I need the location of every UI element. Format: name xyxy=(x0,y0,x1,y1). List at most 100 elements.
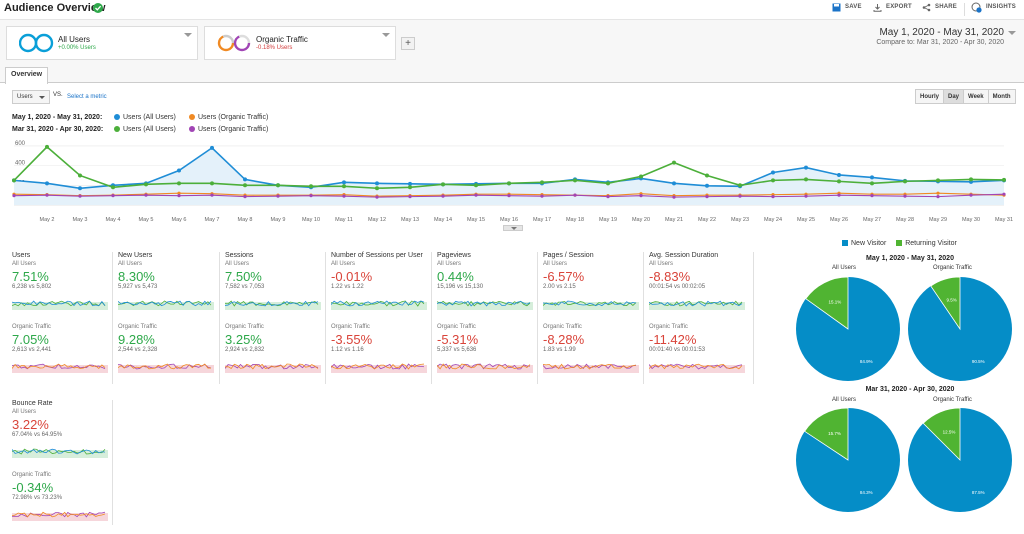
data-point[interactable] xyxy=(507,194,511,198)
data-point[interactable] xyxy=(177,168,181,173)
data-point[interactable] xyxy=(408,181,412,186)
data-point[interactable] xyxy=(441,182,445,187)
data-point[interactable] xyxy=(771,195,775,199)
data-point[interactable] xyxy=(210,181,214,186)
data-point[interactable] xyxy=(375,181,379,186)
data-point[interactable] xyxy=(672,195,676,199)
data-point[interactable] xyxy=(276,183,280,188)
data-point[interactable] xyxy=(12,194,16,198)
tab-overview[interactable]: Overview xyxy=(5,67,49,84)
add-segment-button[interactable]: + xyxy=(401,37,415,50)
data-point[interactable] xyxy=(705,195,709,199)
save-button[interactable]: SAVE xyxy=(832,3,862,12)
data-point[interactable] xyxy=(177,181,181,186)
chevron-down-icon[interactable] xyxy=(382,33,390,37)
data-point[interactable] xyxy=(111,194,115,198)
data-point[interactable] xyxy=(45,193,49,197)
select-metric-link[interactable]: Select a metric xyxy=(67,94,107,100)
data-point[interactable] xyxy=(243,195,247,199)
data-point[interactable] xyxy=(78,186,82,191)
data-point[interactable] xyxy=(243,177,247,182)
data-point[interactable] xyxy=(342,184,346,189)
insights-button[interactable]: INSIGHTS xyxy=(971,2,1016,13)
share-button[interactable]: SHARE xyxy=(922,3,957,12)
data-point[interactable] xyxy=(705,183,709,188)
data-point[interactable] xyxy=(474,193,478,197)
data-point[interactable] xyxy=(1002,177,1006,182)
data-point[interactable] xyxy=(705,173,709,178)
data-point[interactable] xyxy=(540,194,544,198)
data-point[interactable] xyxy=(177,191,181,195)
chevron-down-icon[interactable] xyxy=(1008,31,1016,35)
legend-returning-visitor[interactable]: Returning Visitor xyxy=(896,240,957,247)
granularity-day[interactable]: Day xyxy=(944,90,965,103)
data-point[interactable] xyxy=(12,178,16,183)
data-point[interactable] xyxy=(870,175,874,180)
legend-mar-organic[interactable]: Users (Organic Traffic) xyxy=(189,126,268,133)
chevron-down-icon[interactable] xyxy=(184,33,192,37)
data-point[interactable] xyxy=(441,194,445,198)
data-point[interactable] xyxy=(1002,192,1006,196)
data-point[interactable] xyxy=(144,182,148,187)
data-point[interactable] xyxy=(309,194,313,198)
data-point[interactable] xyxy=(375,195,379,199)
metric-select[interactable]: Users xyxy=(12,90,50,104)
metric-card-users[interactable]: Users All Users 7.51% 6,238 vs 5,802 Organic… xyxy=(12,252,118,384)
data-point[interactable] xyxy=(804,177,808,182)
data-point[interactable] xyxy=(309,184,313,189)
data-point[interactable] xyxy=(738,183,742,188)
granularity-hourly[interactable]: Hourly xyxy=(916,90,945,103)
legend-mar-all-users[interactable]: Users (All Users) xyxy=(114,126,176,133)
data-point[interactable] xyxy=(870,181,874,186)
chart-resize-handle[interactable] xyxy=(503,225,523,231)
legend-new-visitor[interactable]: New Visitor xyxy=(842,240,886,247)
date-range-picker[interactable]: May 1, 2020 - May 31, 2020 Compare to: M… xyxy=(876,27,1004,46)
granularity-week[interactable]: Week xyxy=(964,90,989,103)
granularity-month[interactable]: Month xyxy=(988,90,1015,103)
data-point[interactable] xyxy=(606,181,610,186)
metric-card-pages-session[interactable]: Pages / Session All Users -6.57% 2.00 vs 2.… xyxy=(543,252,649,384)
data-point[interactable] xyxy=(540,180,544,185)
data-point[interactable] xyxy=(870,194,874,198)
data-point[interactable] xyxy=(507,181,511,186)
data-point[interactable] xyxy=(804,165,808,170)
data-point[interactable] xyxy=(408,195,412,199)
data-point[interactable] xyxy=(342,180,346,185)
data-point[interactable] xyxy=(936,191,940,195)
data-point[interactable] xyxy=(969,193,973,197)
data-point[interactable] xyxy=(606,195,610,199)
data-point[interactable] xyxy=(903,179,907,184)
data-point[interactable] xyxy=(804,194,808,198)
data-point[interactable] xyxy=(342,194,346,198)
metric-card-number-of-sessions-per-user[interactable]: Number of Sessions per User All Users -0.0… xyxy=(331,252,437,384)
data-point[interactable] xyxy=(177,194,181,198)
segment-organic-traffic[interactable]: Organic Traffic -0.18% Users xyxy=(204,26,396,60)
data-point[interactable] xyxy=(837,172,841,177)
data-point[interactable] xyxy=(936,195,940,199)
data-point[interactable] xyxy=(210,145,214,150)
data-point[interactable] xyxy=(111,185,115,190)
data-point[interactable] xyxy=(837,179,841,184)
data-point[interactable] xyxy=(672,181,676,186)
legend-may-all-users[interactable]: Users (All Users) xyxy=(114,114,176,121)
data-point[interactable] xyxy=(144,193,148,197)
data-point[interactable] xyxy=(639,174,643,179)
metric-card-new-users[interactable]: New Users All Users 8.30% 5,927 vs 5,473 Org… xyxy=(118,252,224,384)
data-point[interactable] xyxy=(573,178,577,183)
data-point[interactable] xyxy=(45,181,49,186)
data-point[interactable] xyxy=(243,183,247,188)
data-point[interactable] xyxy=(78,194,82,198)
data-point[interactable] xyxy=(969,177,973,182)
data-point[interactable] xyxy=(210,193,214,197)
data-point[interactable] xyxy=(573,193,577,197)
data-point[interactable] xyxy=(771,178,775,183)
metric-card-sessions[interactable]: Sessions All Users 7.50% 7,582 vs 7,053 Orga… xyxy=(225,252,331,384)
data-point[interactable] xyxy=(474,183,478,188)
legend-may-organic[interactable]: Users (Organic Traffic) xyxy=(189,114,268,121)
data-point[interactable] xyxy=(936,178,940,183)
metric-card-avg-session-duration[interactable]: Avg. Session Duration All Users -8.83% 00:0… xyxy=(649,252,755,384)
data-point[interactable] xyxy=(738,194,742,198)
segment-all-users[interactable]: All Users +0.00% Users xyxy=(6,26,198,60)
export-button[interactable]: EXPORT xyxy=(873,4,912,12)
